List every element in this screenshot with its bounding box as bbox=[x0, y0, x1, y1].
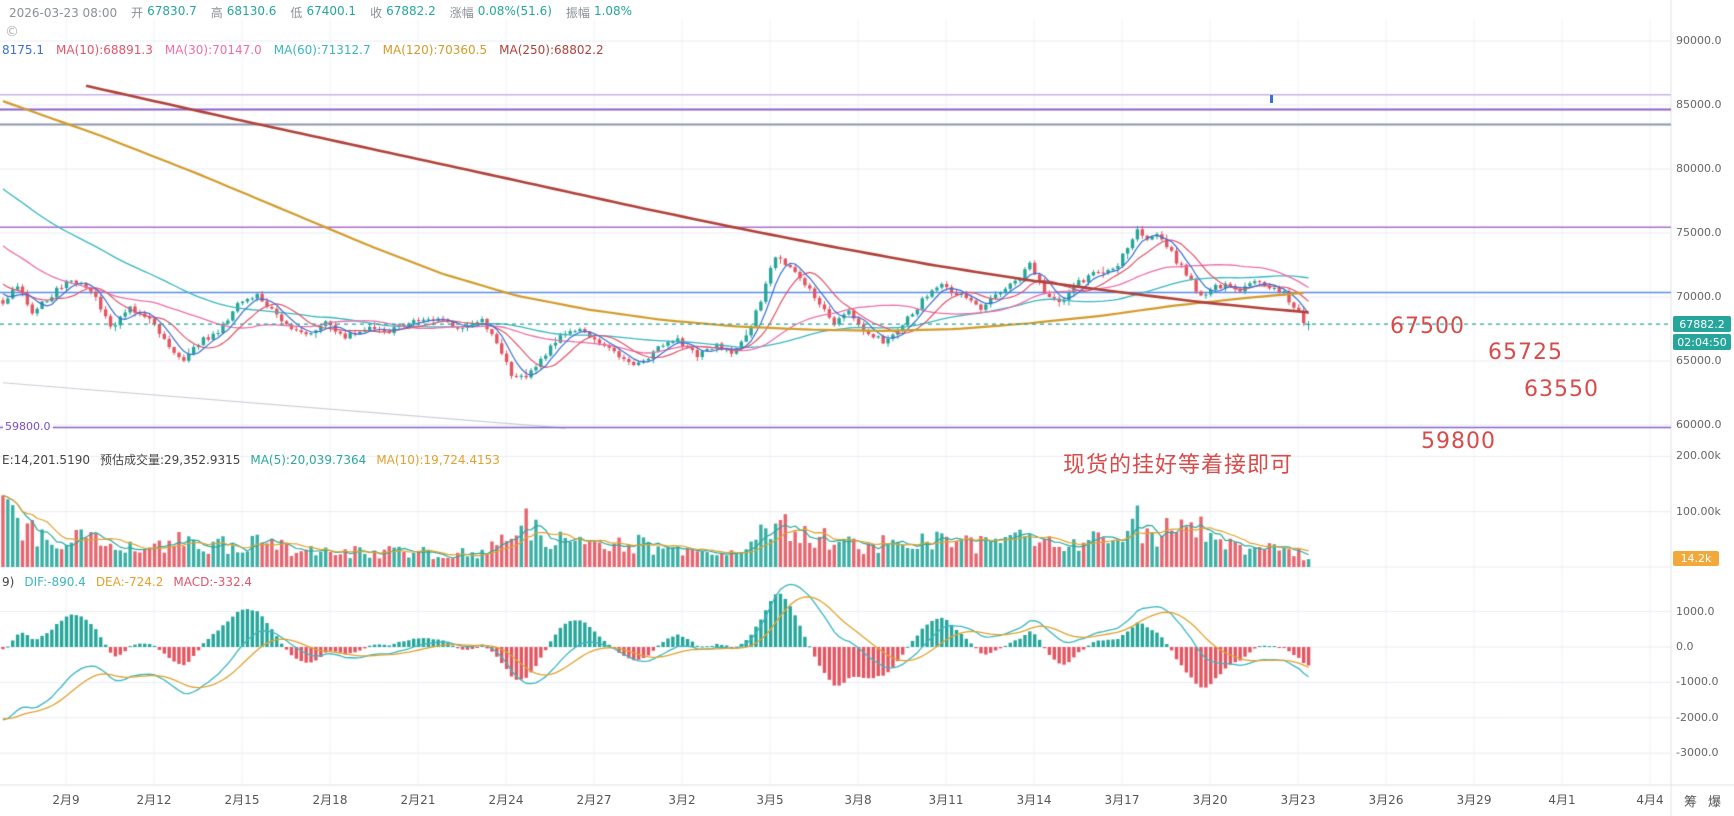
price-tick-label: 60000.0 bbox=[1676, 418, 1722, 431]
time-tick-label: 3月2 bbox=[668, 793, 696, 807]
time-tick-label: 4月1 bbox=[1548, 793, 1576, 807]
time-tick-label: 3月17 bbox=[1104, 793, 1140, 807]
ohlc-field-开: 开 67830.7 bbox=[131, 4, 197, 21]
price-note-annotation[interactable]: 59800 bbox=[1421, 429, 1496, 454]
price-note-annotation[interactable]: 67500 bbox=[1390, 314, 1465, 339]
ohlc-field-label: 振幅 bbox=[565, 6, 590, 20]
price-tick-label: 85000.0 bbox=[1676, 98, 1722, 111]
candle-datetime: 2026-03-23 08:00 bbox=[9, 5, 118, 20]
macd-legend: 9) DIF:-890.4 DEA:-724.2 MACD:-332.4 bbox=[2, 575, 252, 589]
level-price-label: 59800.0 bbox=[3, 420, 53, 433]
time-tick-label: 3月23 bbox=[1280, 793, 1316, 807]
price-tick-label: 65000.0 bbox=[1676, 354, 1722, 367]
ohlc-field-value: 67830.7 bbox=[147, 4, 197, 18]
current-volume-badge: 14.2k bbox=[1673, 551, 1719, 566]
time-tick-label: 3月5 bbox=[756, 793, 784, 807]
current-price-badge: 67882.2 bbox=[1673, 316, 1731, 332]
macd-legend-item: MACD:-332.4 bbox=[173, 575, 253, 589]
ma-legend-item: MA(120):70360.5 bbox=[382, 43, 488, 57]
ohlc-field-value: 67400.1 bbox=[306, 4, 357, 18]
liquidation-button[interactable]: 爆 bbox=[1708, 795, 1722, 810]
price-note-annotation[interactable]: 63550 bbox=[1524, 377, 1599, 402]
price-note-annotation[interactable]: 现货的挂好等着接即可 bbox=[1063, 453, 1294, 478]
ohlc-field-value: 68130.6 bbox=[226, 4, 277, 18]
macd-tick-label: -3000.0 bbox=[1676, 746, 1719, 760]
macd-tick-label: -2000.0 bbox=[1676, 710, 1719, 724]
time-tick-label: 3月20 bbox=[1192, 793, 1228, 807]
price-tick-label: 70000.0 bbox=[1676, 290, 1722, 303]
macd-legend-item: 9) bbox=[2, 575, 15, 589]
volume-legend-item: 预估成交量:29,352.9315 bbox=[99, 453, 241, 467]
ma-legend-item: MA(10):68891.3 bbox=[56, 43, 153, 57]
ohlc-field-label: 低 bbox=[290, 6, 303, 20]
volume-tick-label: 200.00k bbox=[1676, 449, 1721, 463]
time-tick-label: 3月29 bbox=[1456, 793, 1492, 807]
time-tick-label: 2月21 bbox=[400, 793, 436, 807]
ohlc-field-label: 收 bbox=[370, 6, 383, 20]
ohlc-field-label: 开 bbox=[131, 6, 144, 20]
time-tick-label: 2月18 bbox=[312, 793, 348, 807]
macd-tick-label: -1000.0 bbox=[1676, 675, 1719, 689]
ohlc-field-振幅: 振幅 1.08% bbox=[566, 4, 632, 21]
ohlc-field-收: 收 67882.2 bbox=[370, 4, 436, 21]
price-ma-legend: 8175.1 MA(10):68891.3 MA(30):70147.0 MA(60)… bbox=[2, 43, 604, 57]
volume-legend: E:14,201.5190 预估成交量:29,352.9315 MA(5):20,0… bbox=[2, 451, 500, 468]
ohlc-header: 2026-03-23 08:00 开 67830.7 高 68130.6 低 67400.… bbox=[9, 4, 632, 21]
ohlc-field-高: 高 68130.6 bbox=[211, 4, 277, 21]
volume-tick-label: 100.00k bbox=[1676, 504, 1721, 518]
ma-legend-item: 8175.1 bbox=[2, 43, 44, 57]
chip-distribution-button[interactable]: 筹 bbox=[1684, 795, 1698, 810]
ma-legend-item: MA(250):68802.2 bbox=[499, 43, 604, 57]
volume-legend-item: E:14,201.5190 bbox=[2, 452, 90, 467]
time-tick-label: 2月24 bbox=[488, 793, 524, 807]
time-tick-label: 3月11 bbox=[928, 793, 964, 807]
candle-countdown-badge: 02:04:50 bbox=[1673, 334, 1731, 350]
time-tick-label: 3月8 bbox=[844, 793, 872, 807]
price-tick-label: 75000.0 bbox=[1676, 226, 1722, 239]
time-tick-label: 3月14 bbox=[1016, 793, 1052, 807]
volume-legend-item: MA(5):20,039.7364 bbox=[250, 452, 367, 467]
macd-legend-item: DEA:-724.2 bbox=[95, 575, 164, 589]
time-tick-label: 2月9 bbox=[52, 793, 80, 807]
macd-legend-item: DIF:-890.4 bbox=[24, 575, 86, 589]
drawing-handle-marker[interactable] bbox=[1270, 95, 1273, 103]
time-tick-label: 4月4 bbox=[1636, 793, 1664, 807]
ohlc-field-value: 1.08% bbox=[593, 4, 633, 18]
ohlc-field-value: 0.08%(51.6) bbox=[477, 4, 552, 18]
time-tick-label: 2月12 bbox=[136, 793, 172, 807]
macd-tick-label: 0.0 bbox=[1676, 640, 1694, 653]
ohlc-fields: 开 67830.7 高 68130.6 低 67400.1 收 67882.2 涨幅 0.08%(… bbox=[131, 4, 632, 21]
price-tick-label: 90000.0 bbox=[1676, 34, 1722, 47]
ohlc-field-label: 高 bbox=[210, 6, 223, 20]
ohlc-field-低: 低 67400.1 bbox=[290, 4, 356, 21]
ma-legend-item: MA(30):70147.0 bbox=[164, 43, 262, 57]
ohlc-field-涨幅: 涨幅 0.08%(51.6) bbox=[450, 4, 552, 21]
macd-tick-label: 1000.0 bbox=[1676, 604, 1715, 618]
time-tick-label: 2月15 bbox=[224, 793, 260, 807]
ohlc-field-value: 67882.2 bbox=[386, 4, 436, 18]
time-tick-label: 2月27 bbox=[576, 793, 612, 807]
time-tick-label: 3月26 bbox=[1368, 793, 1404, 807]
price-tick-label: 80000.0 bbox=[1676, 162, 1722, 175]
watermark-icon: © bbox=[5, 24, 19, 40]
ohlc-field-label: 涨幅 bbox=[449, 6, 474, 20]
price-note-annotation[interactable]: 65725 bbox=[1488, 340, 1563, 365]
ma-legend-item: MA(60):71312.7 bbox=[273, 43, 371, 57]
volume-legend-item: MA(10):19,724.4153 bbox=[376, 452, 500, 467]
